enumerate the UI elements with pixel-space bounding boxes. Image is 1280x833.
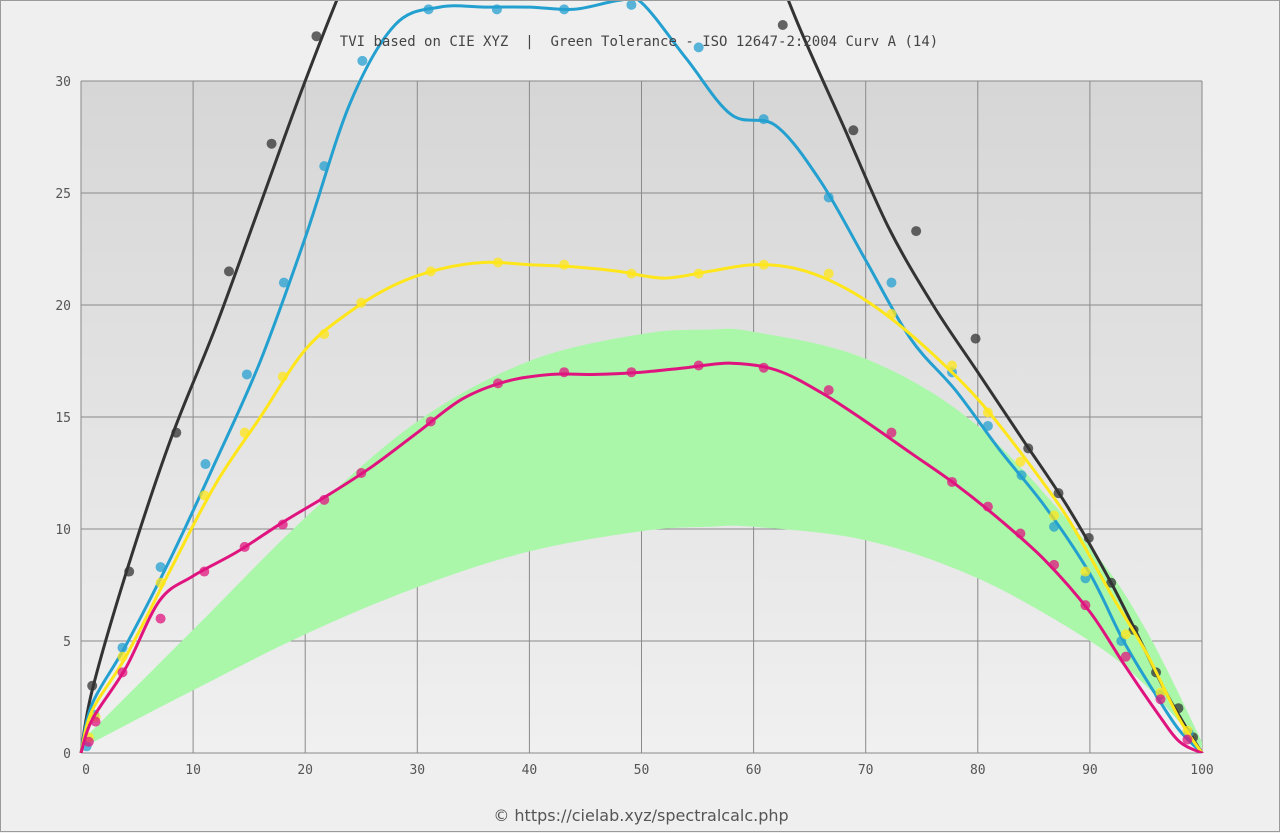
series-layer bbox=[79, 1, 1204, 753]
data-point bbox=[823, 268, 834, 279]
data-point bbox=[1155, 694, 1166, 705]
data-point bbox=[1182, 734, 1193, 745]
x-tick-label: 30 bbox=[409, 763, 425, 778]
x-tick-label: 40 bbox=[522, 763, 538, 778]
series-line bbox=[79, 1, 1204, 753]
data-point bbox=[886, 427, 897, 438]
chart-title: TVI based on CIE XYZ | Green Tolerance -… bbox=[340, 34, 938, 50]
y-tick-label: 5 bbox=[63, 635, 71, 650]
data-point bbox=[911, 226, 922, 237]
x-tick-label: 100 bbox=[1190, 763, 1213, 778]
x-tick-label: 50 bbox=[634, 763, 650, 778]
tolerance-band-area bbox=[81, 328, 1202, 749]
x-tick-label: 20 bbox=[297, 763, 313, 778]
series-2 bbox=[79, 257, 1204, 753]
x-tick-label: 70 bbox=[858, 763, 874, 778]
data-point bbox=[200, 459, 211, 470]
x-tick-label: 60 bbox=[746, 763, 762, 778]
data-point bbox=[155, 613, 166, 624]
data-point bbox=[626, 1, 637, 10]
tolerance-band bbox=[81, 328, 1202, 749]
data-point bbox=[155, 562, 166, 573]
y-tick-label: 10 bbox=[55, 523, 71, 538]
series-3 bbox=[79, 360, 1204, 753]
series-line bbox=[79, 361, 1204, 753]
data-point bbox=[823, 385, 834, 396]
data-point bbox=[1049, 510, 1060, 521]
data-point bbox=[278, 277, 289, 288]
data-point bbox=[693, 42, 704, 53]
data-point bbox=[970, 333, 981, 344]
series-line bbox=[79, 260, 1204, 753]
x-tick-label: 90 bbox=[1082, 763, 1098, 778]
y-tick-label: 0 bbox=[63, 747, 71, 762]
y-tick-label: 25 bbox=[55, 187, 71, 202]
data-point bbox=[311, 31, 322, 42]
data-point bbox=[886, 277, 897, 288]
y-tick-label: 20 bbox=[55, 299, 71, 314]
data-point bbox=[1120, 629, 1131, 640]
data-point bbox=[559, 367, 570, 378]
series-0 bbox=[79, 1, 1204, 753]
y-tick-label: 30 bbox=[55, 75, 71, 90]
data-point bbox=[266, 138, 277, 149]
data-point bbox=[1120, 651, 1131, 662]
data-point bbox=[777, 20, 788, 30]
data-point bbox=[241, 369, 252, 380]
data-point bbox=[848, 125, 859, 136]
data-point bbox=[223, 266, 234, 277]
data-point bbox=[1080, 566, 1091, 577]
axes: 0 10 20 30 40 50 60 70 80 90 100 0 5 10 15 20 25 30 bbox=[55, 75, 1213, 778]
series-line bbox=[79, 1, 1204, 753]
source-credit: © https://cielab.xyz/spectralcalc.php bbox=[493, 806, 788, 825]
x-tick-label: 0 bbox=[82, 763, 90, 778]
x-tick-label: 80 bbox=[970, 763, 986, 778]
data-point bbox=[1015, 456, 1026, 467]
x-tick-label: 10 bbox=[185, 763, 201, 778]
y-tick-label: 15 bbox=[55, 411, 71, 426]
data-point bbox=[357, 55, 368, 66]
data-point bbox=[83, 736, 94, 747]
